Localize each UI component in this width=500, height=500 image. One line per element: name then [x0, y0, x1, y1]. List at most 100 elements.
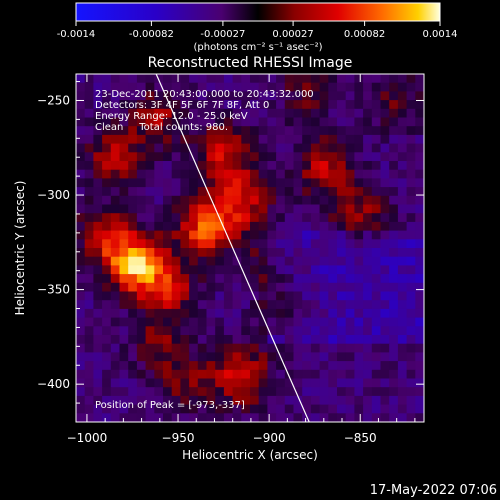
- heatmap-cell: [345, 256, 355, 266]
- heatmap-cell: [232, 395, 242, 406]
- heatmap-cell: [345, 213, 355, 223]
- heatmap-cell: [389, 213, 399, 223]
- heatmap-cell: [310, 169, 321, 179]
- heatmap-cell: [371, 117, 382, 127]
- heatmap-cell: [232, 152, 242, 162]
- heatmap-cell: [363, 126, 373, 136]
- heatmap-cell: [232, 291, 242, 301]
- heatmap-cell: [337, 413, 347, 422]
- heatmap-cell: [110, 143, 121, 153]
- solar-limb-line: [155, 74, 310, 422]
- heatmap-cell: [389, 117, 399, 127]
- heatmap-cell: [397, 291, 408, 301]
- heatmap-cell: [284, 265, 295, 275]
- heatmap-cell: [250, 100, 260, 110]
- heatmap-cell: [406, 335, 416, 345]
- heatmap-cell: [197, 378, 208, 388]
- heatmap-cell: [232, 369, 242, 380]
- heatmap-cell: [406, 291, 416, 301]
- heatmap-cell: [380, 326, 390, 336]
- heatmap-cell: [302, 395, 312, 406]
- heatmap-cell: [310, 221, 321, 232]
- heatmap-cell: [110, 404, 121, 414]
- heatmap-cell: [284, 213, 295, 223]
- heatmap-cell: [415, 82, 424, 92]
- heatmap-cell: [371, 161, 382, 171]
- heatmap-cell: [302, 169, 312, 179]
- heatmap-cell: [319, 213, 329, 223]
- heatmap-cell: [337, 404, 347, 414]
- heatmap-cell: [171, 239, 181, 249]
- heatmap-cell: [397, 221, 408, 232]
- heatmap-cell: [189, 213, 199, 223]
- heatmap-cell: [189, 221, 199, 232]
- heatmap-cell: [145, 282, 155, 293]
- heatmap-cell: [267, 117, 277, 127]
- heatmap-cell: [310, 352, 321, 362]
- heatmap-cell: [267, 126, 277, 136]
- heatmap-cell: [415, 221, 424, 232]
- heatmap-cell: [250, 300, 260, 310]
- heatmap-cell: [180, 282, 190, 293]
- heatmap-cell: [76, 117, 86, 127]
- heatmap-cell: [93, 161, 103, 171]
- heatmap-cell: [371, 91, 382, 101]
- heatmap-cell: [119, 343, 129, 353]
- heatmap-cell: [206, 100, 216, 110]
- heatmap-cell: [328, 352, 338, 362]
- heatmap-cell: [241, 204, 251, 214]
- heatmap-cell: [354, 134, 364, 145]
- heatmap-cell: [267, 152, 277, 162]
- heatmap-cell: [380, 117, 390, 127]
- heatmap-cell: [197, 213, 208, 223]
- heatmap-cell: [163, 300, 173, 310]
- heatmap-cell: [258, 100, 268, 110]
- heatmap-cell: [128, 317, 138, 327]
- heatmap-cell: [206, 117, 216, 127]
- heatmap-cell: [397, 126, 408, 136]
- heatmap-cell: [180, 317, 190, 327]
- heatmap-cell: [389, 221, 399, 232]
- heatmap-cell: [415, 413, 424, 422]
- heatmap-cell: [128, 204, 138, 214]
- heatmap-cell: [415, 343, 424, 353]
- heatmap-cell: [302, 274, 312, 284]
- heatmap-cell: [119, 378, 129, 388]
- heatmap-cell: [119, 361, 129, 371]
- heatmap-cell: [84, 100, 94, 110]
- heatmap-cell: [76, 126, 86, 136]
- heatmap-cell: [145, 108, 155, 119]
- heatmap-cell: [267, 221, 277, 232]
- heatmap-cell: [163, 369, 173, 380]
- heatmap-cell: [180, 161, 190, 171]
- heatmap-cell: [310, 74, 321, 84]
- heatmap-cell: [136, 213, 147, 223]
- heatmap-cell: [154, 100, 164, 110]
- heatmap-cell: [284, 404, 295, 414]
- heatmap-cell: [189, 82, 199, 92]
- heatmap-cell: [363, 265, 373, 275]
- heatmap-cell: [206, 74, 216, 84]
- heatmap-cell: [397, 178, 408, 188]
- heatmap-cell: [110, 343, 121, 353]
- heatmap-cell: [284, 221, 295, 232]
- heatmap-cell: [302, 178, 312, 188]
- heatmap-cell: [328, 152, 338, 162]
- heatmap-cell: [163, 82, 173, 92]
- heatmap-cell: [102, 221, 112, 232]
- heatmap-cell: [84, 230, 94, 240]
- heatmap-cell: [310, 213, 321, 223]
- heatmap-cell: [293, 161, 303, 171]
- heatmap-cell: [302, 187, 312, 197]
- heatmap-cell: [337, 274, 347, 284]
- heatmap-cell: [241, 265, 251, 275]
- heatmap-cell: [197, 195, 208, 206]
- heatmap-cell: [206, 352, 216, 362]
- heatmap-cell: [258, 187, 268, 197]
- heatmap-cell: [76, 395, 86, 406]
- heatmap-cell: [397, 239, 408, 249]
- heatmap-cell: [154, 91, 164, 101]
- heatmap-cell: [415, 387, 424, 397]
- heatmap-cell: [276, 369, 286, 380]
- heatmap-cell: [223, 169, 234, 179]
